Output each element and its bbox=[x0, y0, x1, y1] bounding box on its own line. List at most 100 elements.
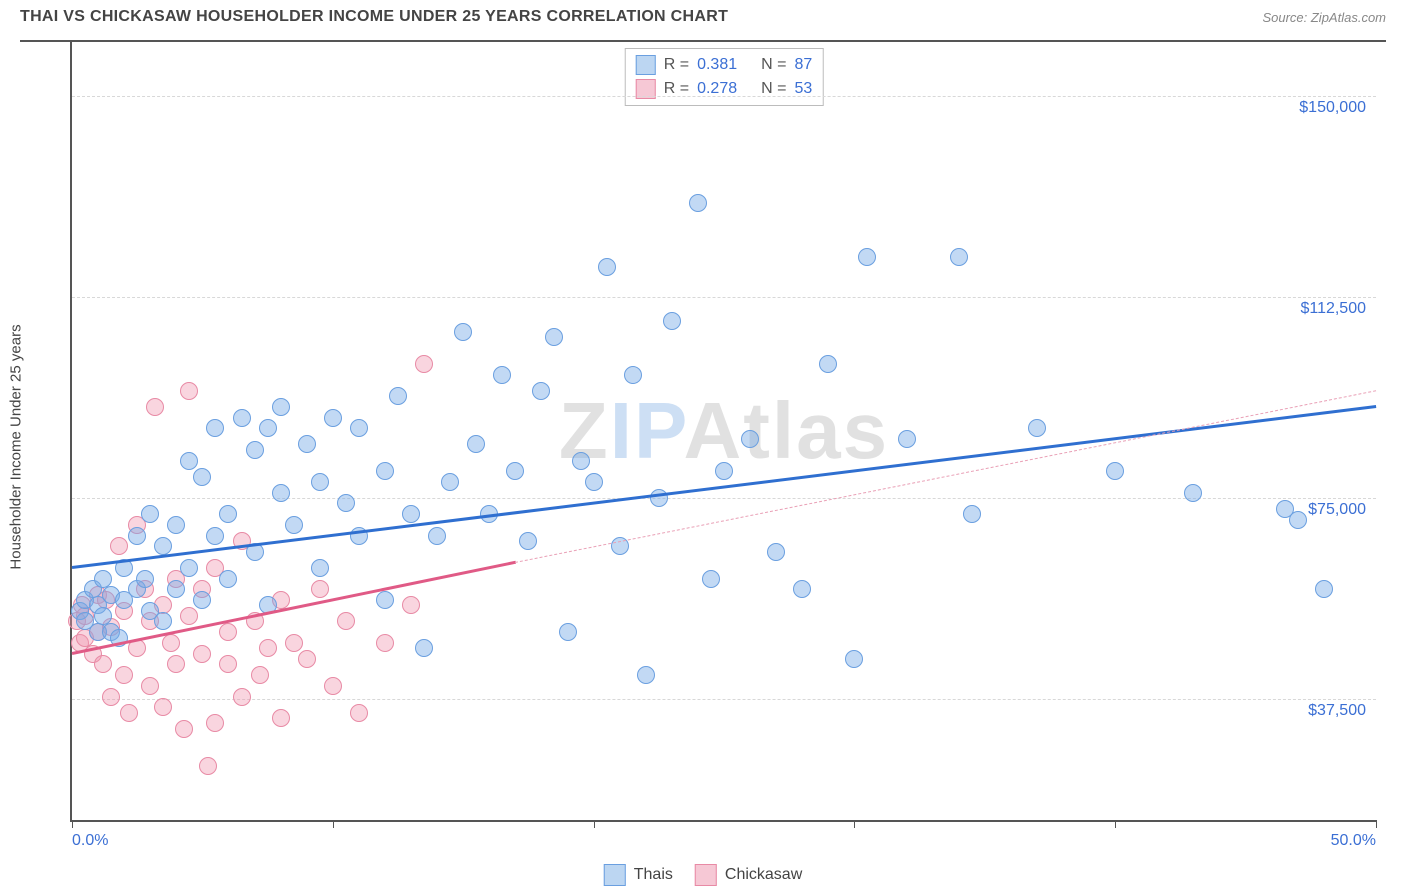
data-point bbox=[180, 382, 198, 400]
chart-title: THAI VS CHICKASAW HOUSEHOLDER INCOME UND… bbox=[20, 8, 728, 26]
x-tick bbox=[72, 820, 73, 828]
data-point bbox=[506, 462, 524, 480]
y-axis-label: Householder Income Under 25 years bbox=[8, 324, 25, 569]
data-point bbox=[389, 387, 407, 405]
legend: Thais Chickasaw bbox=[604, 864, 802, 886]
data-point bbox=[285, 516, 303, 534]
data-point bbox=[715, 462, 733, 480]
data-point bbox=[193, 645, 211, 663]
data-point bbox=[94, 570, 112, 588]
data-point bbox=[702, 570, 720, 588]
chart-container: Householder Income Under 25 years ZIPAtl… bbox=[20, 40, 1386, 852]
x-tick bbox=[1376, 820, 1377, 828]
data-point bbox=[337, 494, 355, 512]
legend-item: Thais bbox=[604, 864, 673, 886]
data-point bbox=[1106, 462, 1124, 480]
gridline bbox=[72, 699, 1376, 700]
data-point bbox=[180, 452, 198, 470]
regression-line bbox=[515, 391, 1376, 564]
stat-r-value: 0.381 bbox=[697, 56, 737, 74]
stat-row: R =0.278N =53 bbox=[636, 77, 813, 101]
data-point bbox=[624, 366, 642, 384]
data-point bbox=[532, 382, 550, 400]
data-point bbox=[950, 248, 968, 266]
data-point bbox=[219, 623, 237, 641]
data-point bbox=[1028, 419, 1046, 437]
data-point bbox=[141, 505, 159, 523]
data-point bbox=[637, 666, 655, 684]
data-point bbox=[963, 505, 981, 523]
data-point bbox=[219, 655, 237, 673]
data-point bbox=[246, 441, 264, 459]
data-point bbox=[233, 409, 251, 427]
x-tick bbox=[854, 820, 855, 828]
data-point bbox=[545, 328, 563, 346]
data-point bbox=[193, 468, 211, 486]
data-point bbox=[167, 516, 185, 534]
x-axis-min-label: 0.0% bbox=[72, 832, 108, 850]
data-point bbox=[102, 688, 120, 706]
data-point bbox=[311, 559, 329, 577]
data-point bbox=[128, 527, 146, 545]
data-point bbox=[259, 639, 277, 657]
plot-area: ZIPAtlas R =0.381N =87R =0.278N =53 0.0%… bbox=[70, 42, 1376, 822]
data-point bbox=[376, 462, 394, 480]
data-point bbox=[272, 484, 290, 502]
data-point bbox=[376, 634, 394, 652]
gridline bbox=[72, 297, 1376, 298]
legend-swatch bbox=[695, 864, 717, 886]
data-point bbox=[767, 543, 785, 561]
y-tick-label: $37,500 bbox=[1308, 702, 1366, 720]
data-point bbox=[441, 473, 459, 491]
data-point bbox=[415, 355, 433, 373]
data-point bbox=[206, 714, 224, 732]
data-point bbox=[136, 570, 154, 588]
data-point bbox=[572, 452, 590, 470]
data-point bbox=[167, 655, 185, 673]
stats-box: R = 0.381 N = 87 R =0.278N =53 bbox=[625, 48, 824, 106]
data-point bbox=[402, 596, 420, 614]
y-tick-label: $112,500 bbox=[1300, 300, 1366, 318]
data-point bbox=[376, 591, 394, 609]
data-point bbox=[199, 757, 217, 775]
stat-n-value: 87 bbox=[794, 56, 812, 74]
data-point bbox=[428, 527, 446, 545]
data-point bbox=[219, 570, 237, 588]
x-tick bbox=[333, 820, 334, 828]
data-point bbox=[110, 537, 128, 555]
x-axis-max-label: 50.0% bbox=[1331, 832, 1376, 850]
data-point bbox=[741, 430, 759, 448]
y-tick-label: $75,000 bbox=[1308, 501, 1366, 519]
data-point bbox=[285, 634, 303, 652]
data-point bbox=[819, 355, 837, 373]
data-point bbox=[324, 677, 342, 695]
data-point bbox=[350, 704, 368, 722]
data-point bbox=[298, 435, 316, 453]
data-point bbox=[311, 580, 329, 598]
stat-r-label: R = bbox=[664, 56, 689, 74]
data-point bbox=[559, 623, 577, 641]
data-point bbox=[467, 435, 485, 453]
legend-item: Chickasaw bbox=[695, 864, 802, 886]
data-point bbox=[251, 666, 269, 684]
data-point bbox=[154, 537, 172, 555]
data-point bbox=[858, 248, 876, 266]
data-point bbox=[585, 473, 603, 491]
y-tick-label: $150,000 bbox=[1299, 99, 1366, 117]
stat-n-label: N = bbox=[761, 56, 786, 74]
data-point bbox=[324, 409, 342, 427]
data-point bbox=[493, 366, 511, 384]
legend-swatch bbox=[604, 864, 626, 886]
gridline bbox=[72, 498, 1376, 499]
data-point bbox=[689, 194, 707, 212]
data-point bbox=[167, 580, 185, 598]
source-attribution: Source: ZipAtlas.com bbox=[1262, 10, 1386, 25]
data-point bbox=[219, 505, 237, 523]
data-point bbox=[206, 419, 224, 437]
x-tick bbox=[1115, 820, 1116, 828]
data-point bbox=[259, 419, 277, 437]
data-point bbox=[337, 612, 355, 630]
data-point bbox=[415, 639, 433, 657]
data-point bbox=[233, 688, 251, 706]
data-point bbox=[94, 655, 112, 673]
